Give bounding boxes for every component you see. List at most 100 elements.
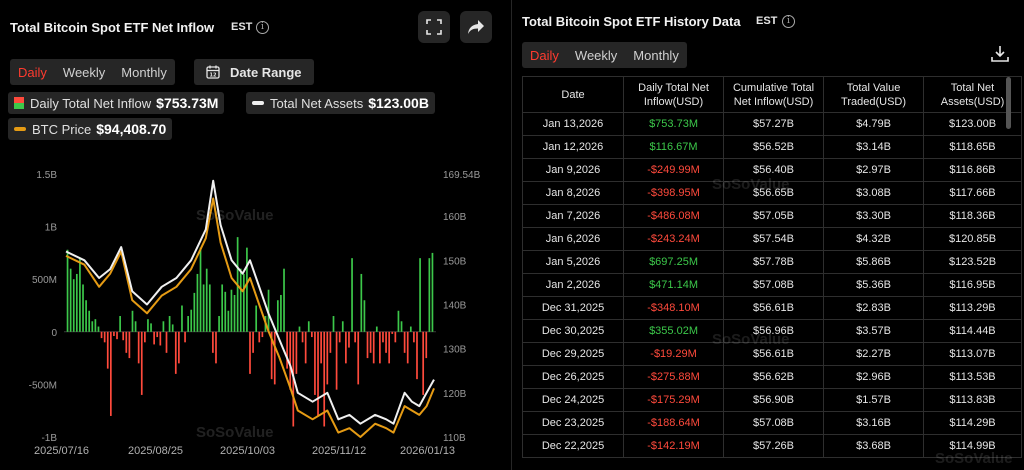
- inflow-bar[interactable]: [360, 273, 363, 332]
- inflow-bar[interactable]: [227, 310, 230, 332]
- history-tab-monthly[interactable]: Monthly: [633, 47, 679, 63]
- inflow-bar[interactable]: [82, 284, 84, 332]
- inflow-bar[interactable]: [184, 331, 186, 343]
- inflow-bar[interactable]: [187, 316, 189, 332]
- inflow-bar[interactable]: [181, 305, 183, 332]
- inflow-bar[interactable]: [320, 331, 322, 364]
- inflow-bar[interactable]: [338, 331, 341, 343]
- inflow-bar[interactable]: [332, 316, 335, 332]
- inflow-bar[interactable]: [391, 331, 394, 334]
- inflow-bar[interactable]: [258, 331, 261, 343]
- inflow-bar[interactable]: [162, 321, 165, 332]
- table-scrollbar[interactable]: [1006, 77, 1011, 129]
- inflow-bar[interactable]: [363, 300, 366, 332]
- inflow-bar[interactable]: [385, 331, 387, 353]
- info-icon[interactable]: i: [256, 21, 269, 34]
- inflow-bar[interactable]: [144, 331, 146, 343]
- inflow-bar[interactable]: [205, 268, 208, 332]
- inflow-bar[interactable]: [397, 310, 400, 332]
- inflow-bar[interactable]: [122, 331, 125, 341]
- inflow-bar[interactable]: [252, 331, 254, 353]
- inflow-bar[interactable]: [366, 331, 369, 359]
- inflow-bar[interactable]: [178, 331, 180, 364]
- download-icon[interactable]: [990, 44, 1010, 64]
- inflow-bar[interactable]: [97, 326, 100, 332]
- inflow-bar[interactable]: [314, 331, 316, 395]
- inflow-bar[interactable]: [202, 284, 205, 332]
- col-header-daily-inflow[interactable]: Daily Total Net Inflow(USD): [623, 76, 725, 113]
- inflow-bar[interactable]: [246, 247, 248, 332]
- inflow-bar[interactable]: [413, 331, 415, 343]
- legend-btc[interactable]: BTC Price $94,408.70: [8, 118, 173, 140]
- inflow-bar[interactable]: [261, 331, 264, 338]
- inflow-bar[interactable]: [425, 331, 428, 359]
- inflow-bar[interactable]: [165, 331, 168, 353]
- inflow-bar[interactable]: [125, 331, 128, 353]
- col-header-net-assets[interactable]: Total Net Assets(USD): [923, 76, 1022, 113]
- legend-inflow[interactable]: Daily Total Net Inflow $753.73M: [8, 92, 225, 114]
- inflow-bar[interactable]: [249, 331, 251, 374]
- inflow-bar[interactable]: [329, 331, 332, 353]
- inflow-bar[interactable]: [317, 331, 319, 416]
- inflow-bar[interactable]: [403, 331, 406, 353]
- chart-tab-monthly[interactable]: Monthly: [121, 64, 167, 80]
- inflow-bar[interactable]: [273, 331, 276, 385]
- inflow-bar[interactable]: [174, 331, 177, 374]
- inflow-bar[interactable]: [388, 331, 391, 364]
- inflow-bar[interactable]: [379, 331, 381, 364]
- inflow-bar[interactable]: [168, 316, 171, 332]
- inflow-bar[interactable]: [276, 300, 279, 332]
- inflow-bar[interactable]: [431, 252, 434, 332]
- inflow-bar[interactable]: [335, 331, 338, 390]
- col-header-value-traded[interactable]: Total Value Traded(USD): [823, 76, 925, 113]
- inflow-bar[interactable]: [323, 331, 326, 427]
- inflow-chart[interactable]: 1.5B 1B 500M 0 -500M -1B 169.54B 160B 150B 140B 13…: [0, 160, 505, 470]
- inflow-bar[interactable]: [239, 268, 242, 332]
- fullscreen-button[interactable]: [418, 11, 450, 43]
- inflow-bar[interactable]: [193, 292, 196, 332]
- inflow-bar[interactable]: [382, 331, 384, 343]
- inflow-bar[interactable]: [131, 310, 134, 332]
- inflow-bar[interactable]: [199, 247, 202, 332]
- inflow-bar[interactable]: [109, 331, 112, 416]
- inflow-bar[interactable]: [233, 294, 236, 332]
- inflow-bar[interactable]: [94, 319, 97, 332]
- inflow-bar[interactable]: [100, 331, 103, 339]
- info-icon[interactable]: i: [782, 15, 795, 28]
- inflow-bar[interactable]: [301, 331, 304, 343]
- inflow-bar[interactable]: [116, 331, 118, 340]
- inflow-bar[interactable]: [289, 331, 292, 390]
- inflow-bar[interactable]: [419, 258, 421, 332]
- history-tab-weekly[interactable]: Weekly: [574, 47, 618, 63]
- col-header-cumulative-inflow[interactable]: Cumulative Total Net Inflow(USD): [723, 76, 825, 113]
- inflow-bar[interactable]: [354, 331, 356, 343]
- inflow-bar[interactable]: [295, 331, 298, 374]
- inflow-bar[interactable]: [150, 323, 152, 332]
- inflow-bar[interactable]: [91, 321, 94, 332]
- inflow-bar[interactable]: [270, 331, 273, 380]
- inflow-bar[interactable]: [113, 331, 115, 337]
- chart-tab-weekly[interactable]: Weekly: [62, 64, 106, 80]
- inflow-bar[interactable]: [103, 331, 106, 343]
- inflow-bar[interactable]: [416, 331, 418, 380]
- inflow-bar[interactable]: [208, 284, 211, 332]
- inflow-bar[interactable]: [351, 258, 353, 332]
- inflow-bar[interactable]: [85, 300, 87, 332]
- inflow-bar[interactable]: [307, 321, 310, 332]
- inflow-bar[interactable]: [75, 273, 78, 332]
- chart-tab-daily[interactable]: Daily: [18, 64, 47, 80]
- inflow-bar[interactable]: [409, 326, 412, 332]
- inflow-bar[interactable]: [134, 321, 137, 332]
- inflow-bar[interactable]: [190, 309, 193, 332]
- inflow-bar[interactable]: [224, 291, 227, 332]
- inflow-bar[interactable]: [326, 331, 329, 385]
- inflow-bar[interactable]: [147, 319, 149, 332]
- inflow-bar[interactable]: [153, 331, 155, 345]
- total-net-assets-line[interactable]: [65, 179, 435, 425]
- inflow-bar[interactable]: [66, 249, 69, 332]
- inflow-bar[interactable]: [348, 331, 350, 348]
- history-tab-daily[interactable]: Daily: [530, 47, 559, 63]
- inflow-bar[interactable]: [286, 331, 288, 369]
- inflow-bar[interactable]: [196, 273, 199, 332]
- inflow-bar[interactable]: [369, 331, 372, 353]
